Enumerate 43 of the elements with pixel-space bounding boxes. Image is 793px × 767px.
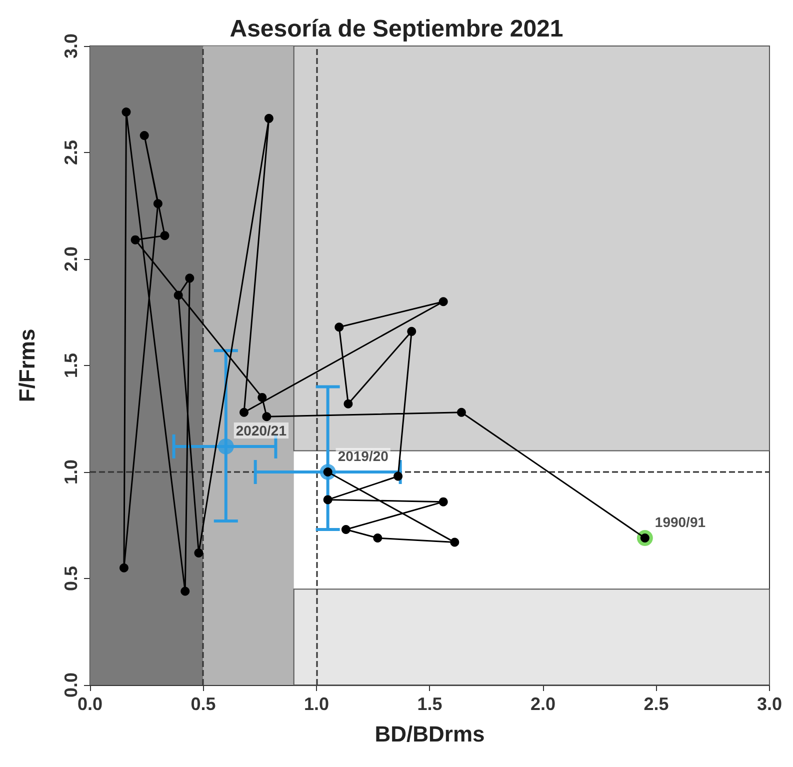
y-tick-label: 3.0 — [61, 33, 81, 59]
annotation: 2020/21 — [236, 422, 287, 438]
point — [240, 408, 249, 417]
point — [438, 297, 448, 306]
point — [450, 538, 460, 547]
point — [456, 408, 466, 417]
point — [407, 326, 416, 336]
y-tick-label: 2.5 — [61, 140, 81, 166]
point — [130, 235, 140, 244]
x-tick-label: 1.0 — [304, 694, 330, 714]
point — [258, 392, 267, 402]
annotation: 1990/91 — [654, 514, 706, 530]
point — [122, 108, 131, 117]
x-tick-label: 2.5 — [644, 694, 669, 714]
point — [262, 412, 272, 422]
y-tick-label: 2.0 — [61, 246, 81, 272]
x-tick-label: 0.5 — [190, 694, 216, 714]
point — [334, 322, 344, 332]
point — [373, 534, 382, 543]
y-axis-title: F/Frms — [14, 328, 40, 402]
x-tick-label: 1.5 — [417, 694, 442, 714]
point — [160, 231, 170, 240]
point — [394, 472, 403, 481]
point — [180, 586, 190, 596]
point — [194, 548, 204, 558]
y-tick-label: 1.5 — [61, 352, 81, 378]
point — [264, 114, 274, 123]
x-tick-label: 3.0 — [756, 694, 782, 714]
y-tick-label: 1.0 — [61, 459, 81, 485]
point — [153, 199, 162, 208]
annotation: 2019/20 — [338, 448, 389, 464]
x-axis-title: BD/BDrms — [374, 722, 485, 746]
point — [323, 495, 332, 504]
point — [119, 563, 128, 572]
chart-title: Asesoría de Septiembre 2021 — [230, 16, 564, 42]
point — [140, 130, 149, 140]
point — [438, 497, 448, 506]
y-tick-label: 0.5 — [61, 566, 81, 592]
point — [185, 274, 194, 283]
point — [174, 290, 183, 300]
x-tick-label: 2.0 — [530, 694, 556, 714]
point — [344, 399, 353, 408]
point — [341, 525, 350, 534]
